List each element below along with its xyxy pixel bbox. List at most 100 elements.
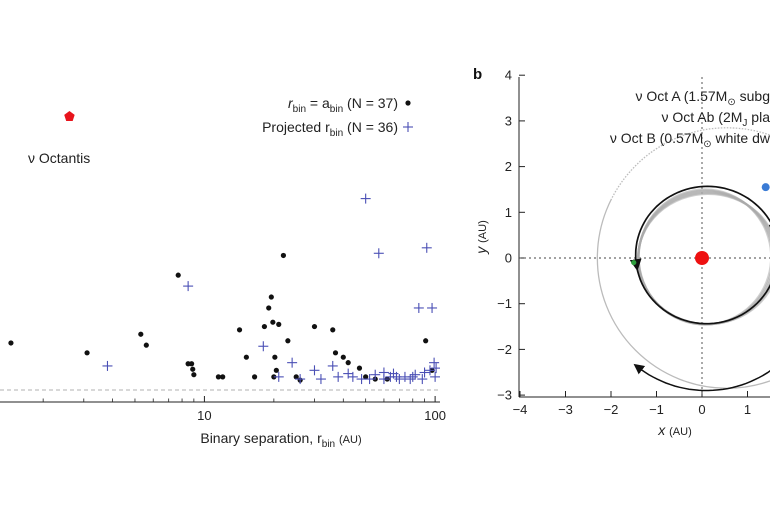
- y-tick-label: 2: [505, 159, 512, 174]
- data-point-dot: [311, 323, 318, 330]
- data-point-dot: [215, 374, 222, 380]
- x-tick-label: 0: [698, 402, 705, 417]
- data-point-dot: [363, 374, 369, 380]
- y-tick-label: −1: [497, 296, 512, 311]
- x-tick-label: 10: [197, 408, 211, 423]
- data-point-plus: [419, 367, 430, 378]
- data-point-dot: [138, 331, 144, 337]
- legend-dot-marker: [405, 100, 411, 106]
- x-tick-label: −3: [558, 402, 573, 417]
- data-point-plus: [273, 371, 284, 382]
- data-point-plus: [410, 369, 421, 380]
- x-tick-label: 1: [744, 402, 751, 417]
- data-point-dot: [175, 272, 181, 278]
- data-point-plus: [347, 371, 358, 382]
- data-point-plus: [430, 371, 440, 382]
- data-point-plus: [315, 374, 326, 385]
- data-point-plus: [407, 371, 418, 382]
- planet-marker: [631, 259, 637, 266]
- data-point-dot: [345, 360, 351, 366]
- data-point-plus: [295, 374, 306, 385]
- data-point-dot: [84, 350, 90, 356]
- legend-entry-plus: Projected rbin (N = 36): [262, 119, 398, 139]
- data-point-plus: [287, 357, 298, 368]
- data-point-plus: [378, 367, 389, 378]
- data-point-dot: [340, 354, 346, 360]
- data-point-dot: [236, 327, 243, 333]
- data-point-plus: [421, 242, 432, 253]
- data-point-plus: [364, 374, 375, 385]
- data-point-dot: [261, 323, 268, 330]
- companion-marker: [761, 183, 770, 192]
- y-tick-label: 3: [505, 113, 512, 128]
- data-point-dot: [332, 350, 339, 356]
- panel-b-legend: ν Oct A (1.57M⊙ subg ν Oct Ab (2MJ pla ν…: [610, 88, 770, 150]
- panel-b-x-axis-label: x (AU): [657, 422, 692, 438]
- data-point-plus: [394, 374, 405, 385]
- binary-orbit-dotted-mask: [610, 126, 770, 200]
- data-point-dot: [268, 294, 274, 300]
- y-tick-label: −3: [497, 388, 512, 403]
- data-point-plus: [309, 365, 320, 376]
- legend-line-companion: ν Oct B (0.57M⊙ white dw: [610, 130, 770, 150]
- companion-trajectory: [633, 363, 770, 392]
- x-tick-label: −4: [513, 402, 528, 417]
- data-point-plus: [413, 302, 424, 313]
- planet-trajectory: [629, 185, 770, 272]
- panel-a-x-ticks: 10 100: [42, 396, 446, 423]
- data-point-plus: [360, 193, 371, 204]
- data-point-plus: [427, 302, 438, 313]
- data-point-dot: [270, 319, 276, 325]
- panel-b-letter: b: [473, 66, 482, 83]
- data-point-dot: [280, 252, 287, 259]
- data-point-plus: [370, 369, 381, 380]
- data-point-dot: [8, 340, 14, 346]
- legend-plus-marker: [403, 122, 413, 132]
- legend-line-planet: ν Oct Ab (2MJ pla: [662, 109, 770, 129]
- data-point-plus: [102, 360, 113, 371]
- highlight-label: ν Octantis: [28, 150, 90, 166]
- panel-a-marks: [8, 193, 440, 385]
- data-point-dot: [220, 374, 226, 380]
- data-point-plus: [424, 365, 435, 376]
- data-point-plus: [405, 374, 416, 385]
- panel-a-scatter: 10 100 Binary separation, rbin (AU) ν Oct…: [0, 95, 446, 450]
- data-point-dot: [273, 367, 279, 373]
- data-point-plus: [327, 360, 338, 371]
- data-point-dot: [272, 354, 278, 360]
- data-point-plus: [258, 341, 269, 352]
- y-tick-label: −2: [497, 342, 512, 357]
- data-point-dot: [251, 374, 258, 380]
- panel-a-x-axis-label: Binary separation, rbin (AU): [200, 430, 361, 450]
- x-tick-label: 100: [424, 408, 446, 423]
- data-point-plus: [333, 371, 344, 382]
- data-point-dot: [143, 342, 149, 348]
- primary-star-marker: [695, 251, 709, 265]
- data-point-dot: [285, 338, 291, 344]
- data-point-dot: [266, 305, 272, 311]
- data-point-plus: [429, 357, 440, 368]
- x-tick-label: −2: [604, 402, 619, 417]
- y-tick-label: 1: [505, 205, 512, 220]
- highlight-marker: [64, 111, 75, 122]
- data-point-dot: [356, 365, 363, 371]
- planet-trajectory-lower: [635, 224, 770, 325]
- data-point-plus: [417, 374, 428, 385]
- data-point-plus: [183, 281, 194, 292]
- data-point-dot: [293, 374, 299, 380]
- data-point-plus: [373, 248, 384, 259]
- data-point-dot: [423, 338, 429, 344]
- y-tick-label: 4: [505, 68, 512, 83]
- panel-a-legend: rbin = abin (N = 37) Projected rbin (N =…: [262, 95, 413, 139]
- data-point-dot: [276, 321, 282, 327]
- data-point-dot: [243, 354, 249, 360]
- legend-line-primary: ν Oct A (1.57M⊙ subg: [636, 88, 770, 108]
- y-tick-label: 0: [505, 251, 512, 266]
- data-point-dot: [330, 327, 336, 333]
- legend-entry-dots: rbin = abin (N = 37): [288, 95, 398, 115]
- data-point-plus: [391, 371, 402, 382]
- x-tick-label: −1: [649, 402, 664, 417]
